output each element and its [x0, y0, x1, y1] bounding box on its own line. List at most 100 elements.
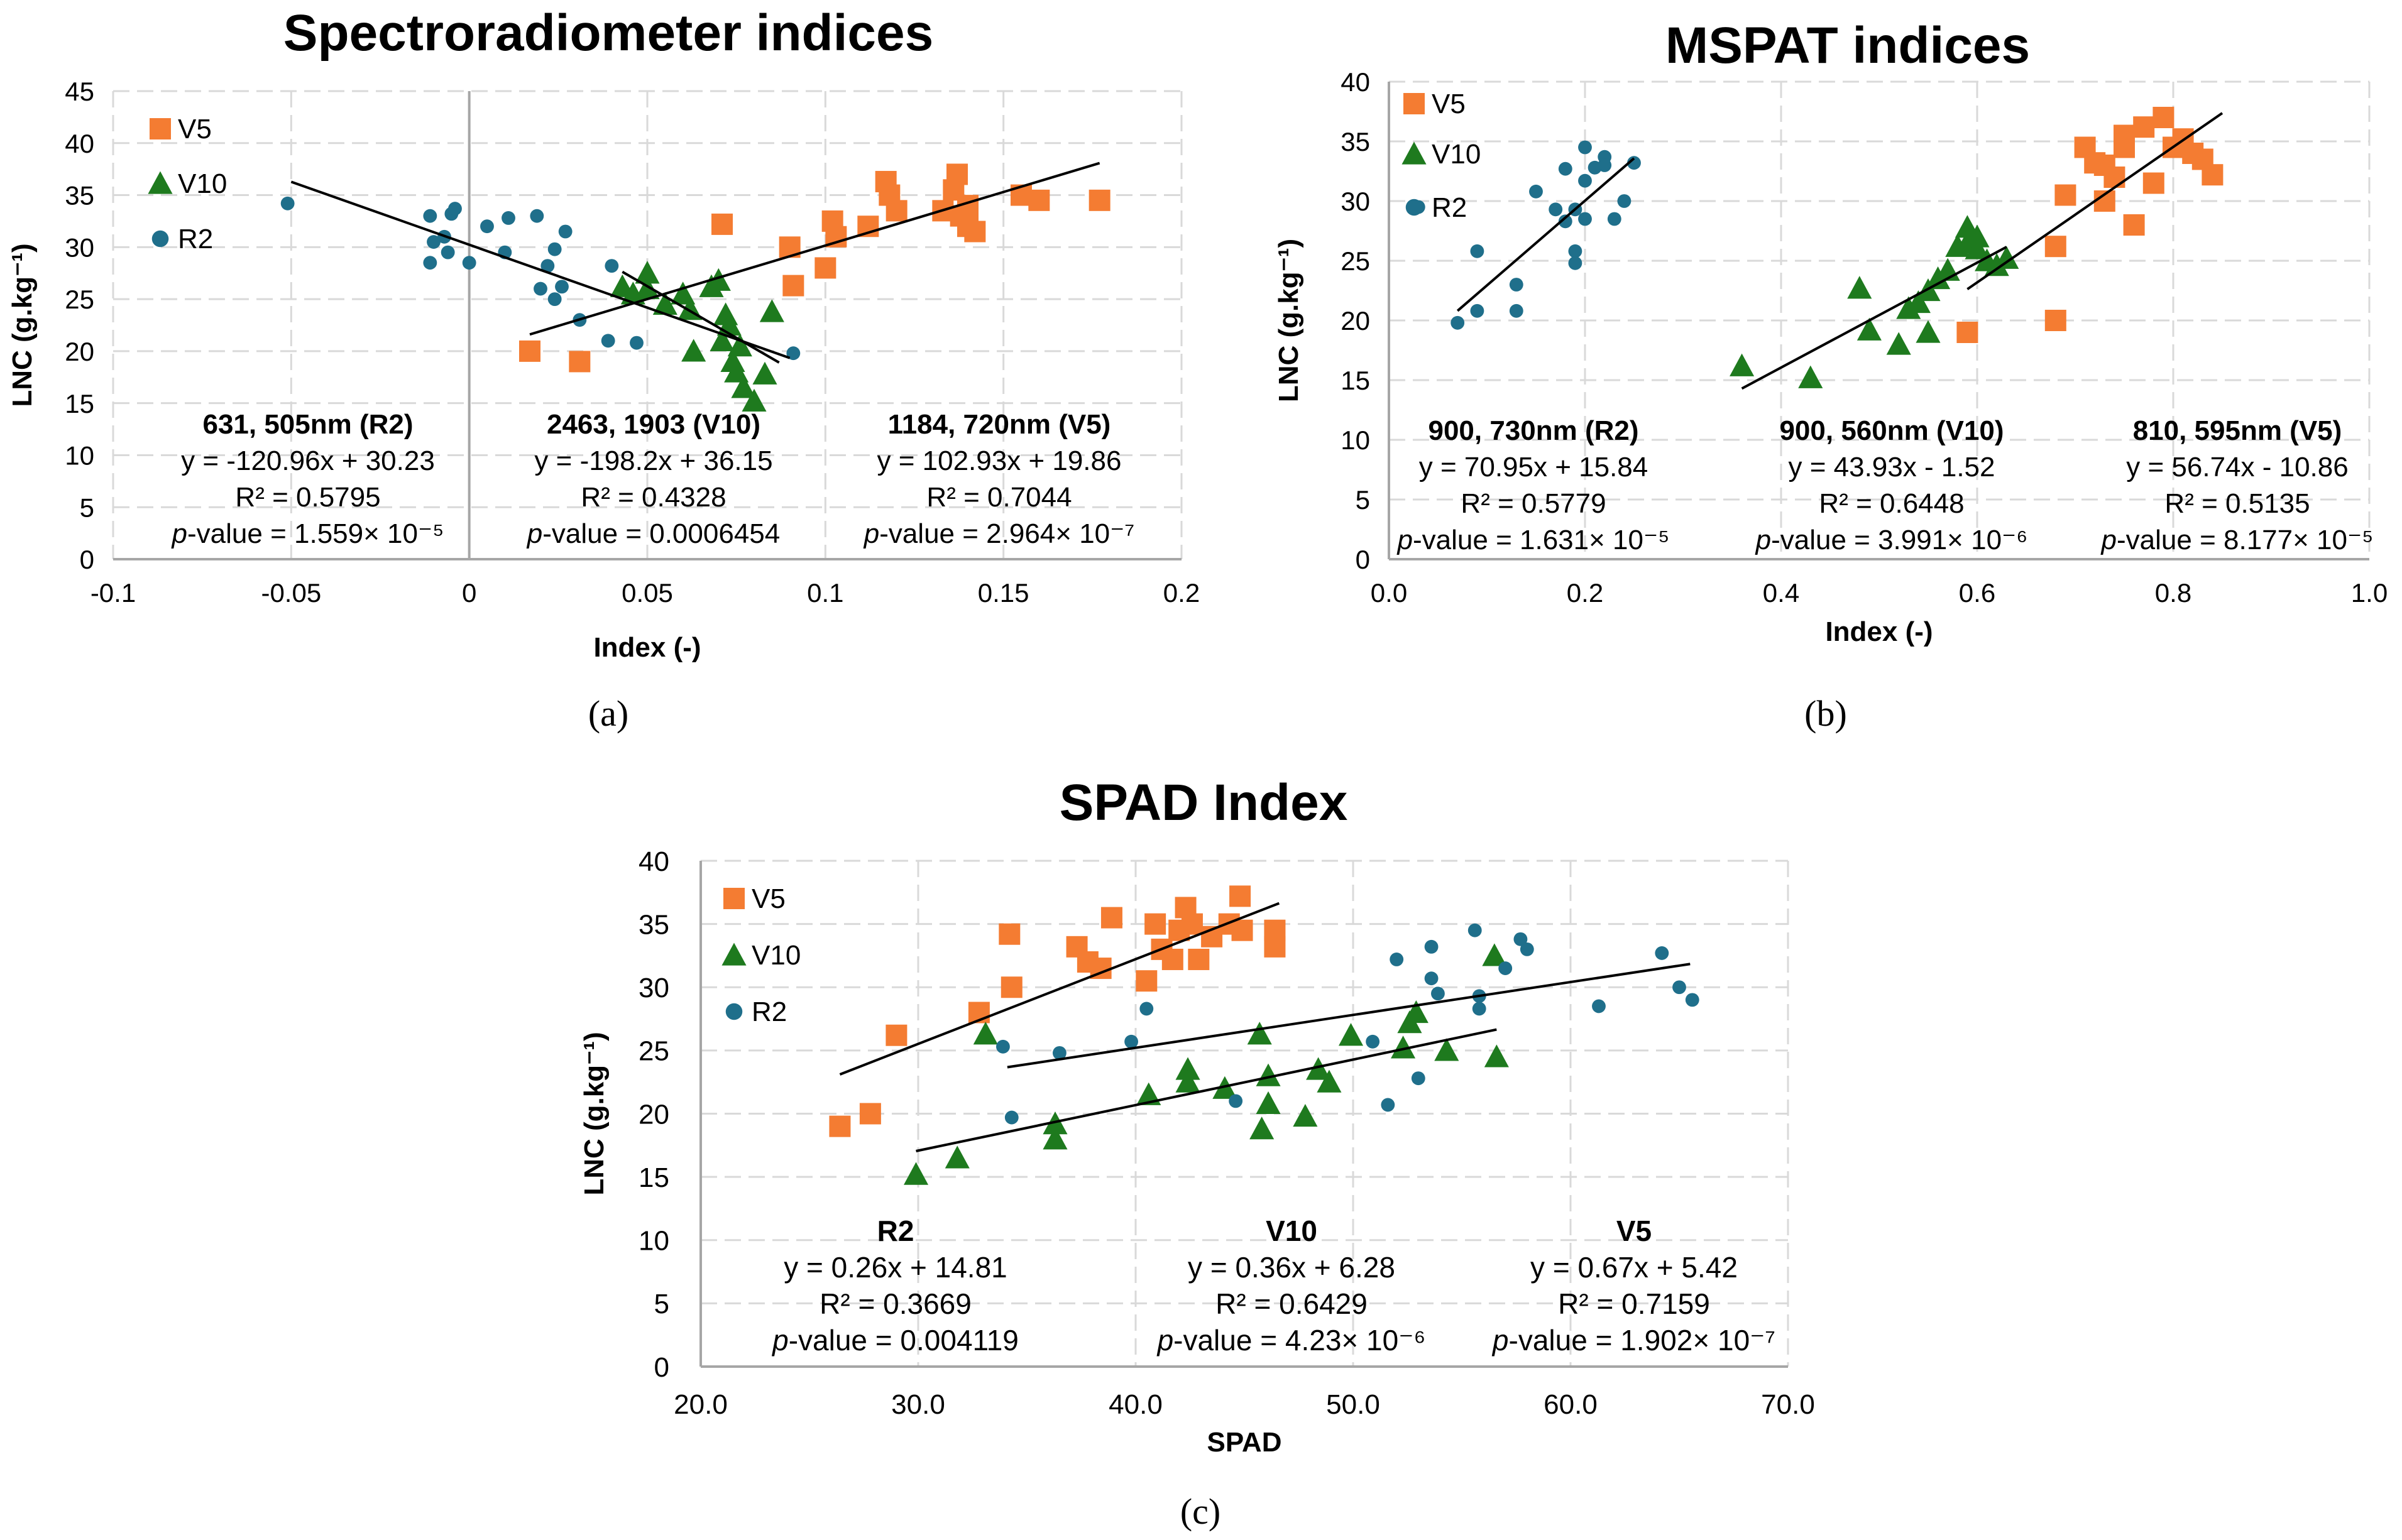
- legend-item-R2: R2: [151, 224, 213, 254]
- annotation-header: R2: [877, 1215, 914, 1247]
- y-axis-label: LNC (g.kg⁻¹): [579, 1032, 610, 1195]
- y-tick-label: 25: [65, 285, 94, 314]
- x-axis-label: Index (-): [1825, 616, 1933, 647]
- p-italic: p: [1156, 1324, 1174, 1357]
- legend-marker-V10: [721, 942, 747, 966]
- point-R2: [605, 259, 619, 273]
- annotation-r2: R² = 0.5135: [2164, 488, 2310, 519]
- point-V10: [1965, 236, 1990, 259]
- annotation-equation: y = 43.93x - 1.52: [1789, 452, 1995, 483]
- trendline-V5: [529, 161, 1100, 336]
- annotation-header: 900, 560nm (V10): [1779, 415, 2004, 446]
- point-V10: [1293, 1103, 1318, 1127]
- legend-marker-R2: [1405, 199, 1423, 216]
- point-V5: [829, 1115, 851, 1137]
- point-R2: [480, 219, 494, 234]
- point-V5: [2044, 236, 2066, 258]
- y-tick-label: 20: [639, 1099, 669, 1130]
- legend-item-V10: V10: [148, 168, 227, 199]
- point-R2: [1470, 303, 1484, 318]
- point-V5: [1231, 919, 1253, 941]
- point-R2: [1124, 1034, 1138, 1049]
- point-R2: [558, 224, 573, 239]
- point-V10: [752, 361, 777, 385]
- chart-title: MSPAT indices: [1665, 17, 2030, 74]
- x-tick-label: 0.4: [1763, 578, 1799, 608]
- point-V5: [1161, 948, 1183, 970]
- point-V5: [1264, 936, 1286, 958]
- point-V5: [1144, 913, 1166, 935]
- point-V10: [1730, 353, 1755, 376]
- panel-c: SPAD Index 20.0 30.0 40.0 50.0 60.0 70.0 0 5 10 15…: [579, 774, 1815, 1532]
- point-V5: [886, 200, 908, 222]
- point-R2: [1578, 212, 1592, 226]
- legend-label: R2: [752, 997, 787, 1027]
- point-V10: [742, 388, 767, 412]
- trendline-V5: [839, 902, 1280, 1076]
- legend-label: R2: [178, 224, 213, 254]
- legend-item-V10: V10: [721, 940, 801, 971]
- legend-marker-V10: [148, 171, 173, 194]
- point-V10: [1136, 1082, 1161, 1105]
- point-V10: [652, 292, 677, 315]
- point-R2: [1558, 161, 1572, 176]
- point-V10: [710, 328, 735, 351]
- annotation-p-value: p-value = 1.631× 10⁻⁵: [1396, 525, 1670, 555]
- p-italic: p: [1755, 525, 1771, 555]
- series-V10: [903, 943, 1509, 1185]
- annotation-r2: R² = 0.5795: [235, 482, 380, 513]
- annotation-r2: R² = 0.4328: [581, 482, 726, 513]
- point-V10: [1338, 1023, 1364, 1046]
- y-tick-label: 25: [1341, 246, 1370, 276]
- point-V5: [1100, 907, 1122, 929]
- x-tick-label: 1.0: [2351, 578, 2388, 608]
- point-V5: [1136, 970, 1158, 992]
- legend-marker-V5: [723, 888, 745, 909]
- point-R2: [1598, 158, 1612, 172]
- annotation-r2: R² = 0.3669: [820, 1287, 972, 1320]
- annotation-p-value: p-value = 8.177× 10⁻⁵: [2100, 525, 2374, 555]
- point-V5: [859, 1103, 881, 1125]
- point-R2: [1672, 980, 1686, 995]
- annotation-header: V5: [1616, 1215, 1652, 1247]
- point-R2: [1467, 923, 1482, 937]
- point-V5: [2054, 184, 2076, 206]
- point-R2: [1592, 999, 1606, 1013]
- y-tick-label: 30: [65, 232, 94, 262]
- point-V10: [945, 1145, 970, 1169]
- y-tick-label: 35: [65, 181, 94, 210]
- point-V5: [1229, 885, 1251, 907]
- annotation-p-value: p-value = 4.23× 10⁻⁶: [1156, 1324, 1426, 1357]
- chart-title: Spectroradiometer indices: [283, 4, 933, 62]
- point-R2: [1381, 1098, 1395, 1112]
- x-tick-label: 40.0: [1109, 1389, 1163, 1420]
- y-axis-label: LNC (g.kg⁻¹): [1273, 239, 1304, 402]
- point-R2: [1052, 1046, 1067, 1060]
- point-V5: [2142, 172, 2164, 194]
- point-R2: [547, 292, 562, 307]
- y-tick-label: 40: [639, 846, 669, 877]
- legend-item-R2: R2: [1405, 192, 1467, 223]
- trendline-R2: [290, 180, 791, 359]
- y-tick-label: 0: [654, 1352, 669, 1383]
- point-R2: [502, 211, 515, 225]
- x-tick-label: 0.1: [807, 578, 843, 608]
- point-V5: [1956, 322, 1978, 343]
- point-R2: [1655, 946, 1669, 960]
- p-italic: p: [1396, 525, 1413, 555]
- y-tick-label: 35: [639, 909, 669, 940]
- x-tick-label: 60.0: [1544, 1389, 1598, 1420]
- x-tick-label: 70.0: [1761, 1389, 1815, 1420]
- panel-caption: (b): [1804, 693, 1847, 734]
- point-R2: [280, 196, 295, 210]
- p-italic: p: [1491, 1324, 1509, 1357]
- y-tick-label: 35: [1341, 127, 1370, 156]
- point-V10: [1484, 1044, 1509, 1068]
- point-R2: [1451, 315, 1465, 330]
- point-R2: [1431, 986, 1445, 1001]
- annotation-header: 1184, 720nm (V5): [888, 409, 1111, 440]
- point-V10: [1847, 276, 1872, 299]
- point-V10: [1994, 246, 2019, 269]
- p-value-text: -value = 1.902× 10⁻⁷: [1509, 1324, 1776, 1357]
- y-tick-label: 10: [1341, 425, 1370, 455]
